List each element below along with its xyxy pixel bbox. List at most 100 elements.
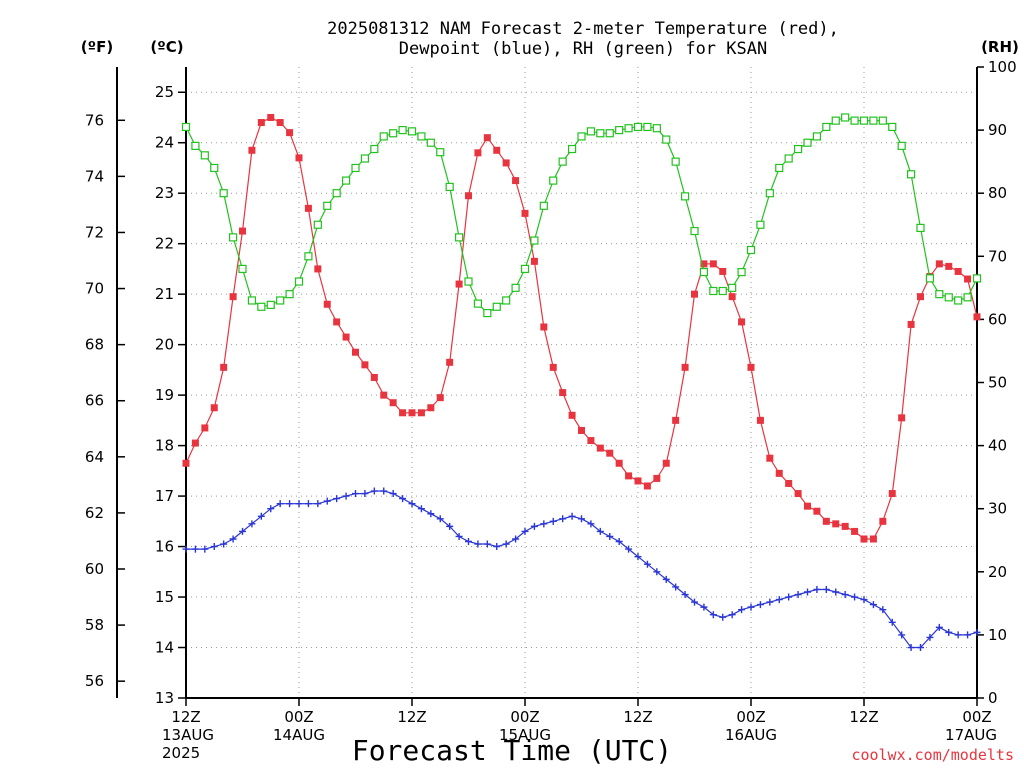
temperature-point — [427, 404, 435, 412]
rh-tick-label: 40 — [988, 437, 1007, 455]
rh-point — [219, 189, 228, 198]
temperature-point — [578, 426, 585, 434]
rh-point — [276, 296, 285, 305]
fahrenheit-tick-label: 68 — [85, 336, 104, 354]
rh-point — [417, 132, 426, 141]
dewpoint-point — [860, 596, 868, 604]
rh-point — [454, 233, 464, 242]
temperature-point — [257, 119, 265, 127]
temperature-point — [822, 517, 830, 525]
rh-point — [916, 223, 925, 233]
temperature-point — [521, 209, 529, 217]
dewpoint-point — [945, 628, 953, 636]
dewpoint-point — [709, 611, 717, 619]
temperature-point — [672, 416, 680, 424]
temperature-point — [879, 517, 887, 525]
rh-point — [539, 201, 548, 210]
temperature-point — [606, 449, 614, 457]
rh-point — [549, 176, 558, 185]
rh-point — [859, 116, 869, 125]
rh-point — [652, 124, 661, 133]
celsius-unit-label: (ºC) — [150, 38, 183, 56]
temperature-point — [709, 260, 717, 268]
temperature-point — [559, 389, 567, 397]
dewpoint-point — [559, 515, 567, 523]
temperature-point — [625, 472, 633, 480]
dewpoint-point — [917, 644, 924, 652]
time-tick-label: 14AUG — [273, 726, 325, 744]
temperature-point — [945, 262, 953, 270]
dewpoint-point — [257, 512, 265, 520]
data-series — [181, 113, 982, 652]
dewpoint-point — [775, 596, 783, 604]
rh-point — [784, 154, 793, 163]
dewpoint-point — [248, 520, 256, 528]
temperature-point — [361, 361, 369, 369]
dewpoint-point — [342, 492, 350, 500]
temperature-point — [323, 300, 331, 308]
rh-tick-label: 100 — [988, 58, 1017, 76]
rh-point — [756, 220, 765, 229]
temperature-point — [370, 373, 378, 381]
rh-point — [624, 124, 633, 133]
rh-point — [464, 277, 473, 286]
celsius-tick-label: 14 — [155, 639, 174, 657]
fahrenheit-tick-label: 56 — [85, 672, 104, 690]
rh-point — [615, 125, 624, 135]
rh-point — [398, 125, 407, 135]
rh-point — [558, 157, 567, 166]
temperature-point — [220, 363, 228, 371]
dewpoint-point — [417, 505, 425, 513]
grid-lines — [186, 67, 977, 698]
rh-point — [850, 116, 859, 125]
rh-point — [765, 189, 774, 198]
dewpoint-point — [898, 631, 906, 639]
dewpoint-point — [182, 545, 190, 553]
temperature-point — [210, 404, 218, 412]
temperature-point — [314, 265, 322, 273]
celsius-tick-label: 17 — [155, 487, 174, 505]
celsius-tick-label: 18 — [155, 437, 174, 455]
time-tick-label: 00Z — [284, 708, 313, 726]
rh-point — [304, 252, 313, 261]
dewpoint-point — [540, 520, 548, 528]
dewpoint-point — [879, 606, 887, 614]
temperature-point — [512, 177, 520, 185]
temperature-point — [747, 363, 755, 371]
temperature-point — [455, 280, 463, 288]
dewpoint-point — [446, 522, 454, 530]
time-tick-label: 17AUG — [945, 726, 997, 744]
temperature-point — [248, 146, 256, 154]
fahrenheit-tick-label: 66 — [85, 392, 104, 410]
temperature-point — [728, 293, 736, 301]
fahrenheit-tick-label: 76 — [85, 111, 104, 129]
dewpoint-point — [935, 623, 943, 631]
rh-point — [360, 154, 370, 163]
dewpoint-point — [201, 545, 209, 553]
rh-point — [812, 132, 822, 141]
dewpoint-point — [408, 500, 416, 508]
rh-point — [643, 122, 652, 132]
rh-tick-label: 20 — [988, 563, 1007, 581]
dewpoint-point — [672, 583, 680, 591]
rh-point — [605, 129, 614, 138]
dewpoint-point — [926, 633, 934, 641]
dewpoint-point — [813, 585, 821, 593]
dewpoint-point — [229, 535, 237, 543]
rh-point — [351, 163, 360, 173]
temperature-point — [653, 474, 661, 482]
rh-point — [567, 144, 577, 154]
rh-point — [897, 141, 906, 150]
temperature-point — [869, 535, 877, 543]
rh-point — [925, 274, 935, 283]
dewpoint-point — [756, 601, 764, 609]
dewpoint-point — [502, 540, 510, 548]
dewpoint-point — [267, 505, 275, 513]
celsius-tick-label: 20 — [155, 336, 174, 354]
temperature-point — [964, 275, 972, 283]
rh-point — [954, 296, 963, 305]
temperature-point — [643, 482, 651, 490]
rh-point — [793, 144, 803, 154]
temperature-point — [756, 416, 764, 424]
temperature-point — [408, 409, 416, 417]
